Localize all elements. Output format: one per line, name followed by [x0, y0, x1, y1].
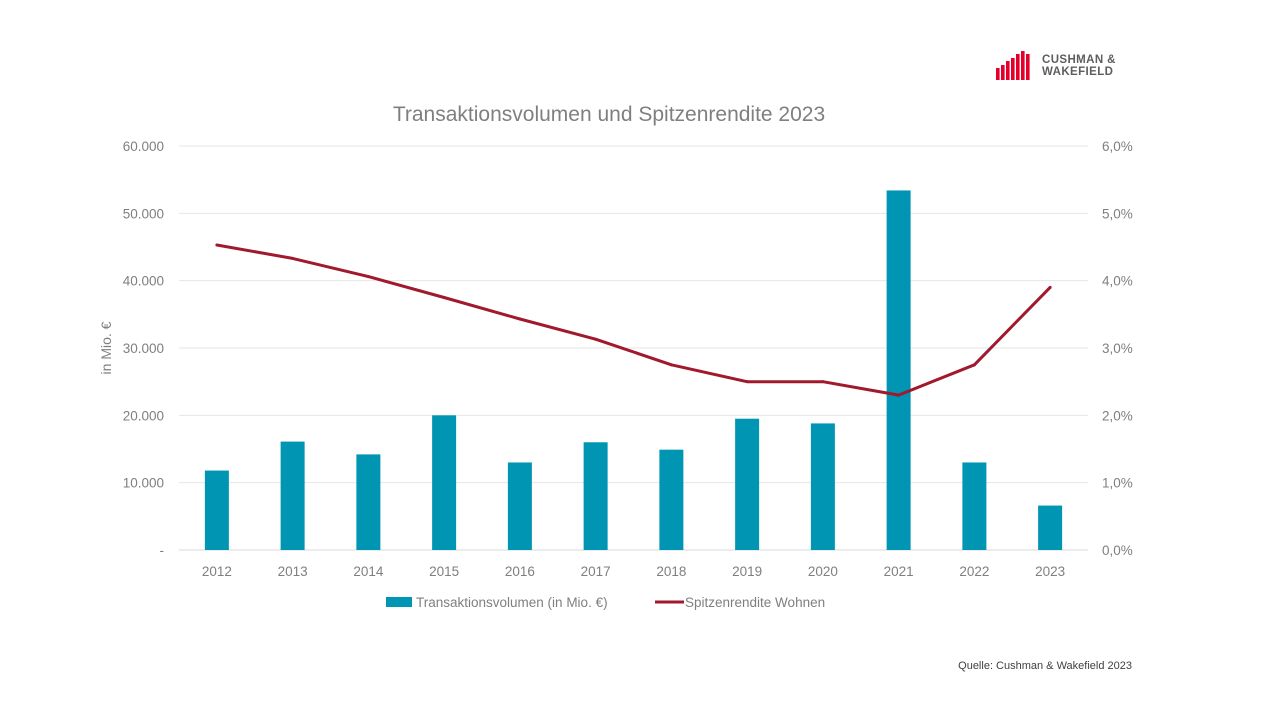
- x-tick-label: 2012: [202, 564, 232, 579]
- y-axis-title: in Mio. €: [98, 321, 114, 374]
- bar-2020: [810, 423, 835, 550]
- line-point-2022: [972, 363, 976, 367]
- right-tick-label: 0,0%: [1102, 543, 1133, 558]
- logo-bars-icon: [996, 51, 1030, 80]
- left-tick-label: 30.000: [123, 341, 164, 356]
- left-tick-label: 50.000: [123, 206, 164, 221]
- logo-text-line2: WAKEFIELD: [1042, 66, 1114, 78]
- x-tick-label: 2014: [353, 564, 384, 579]
- line-point-2016: [518, 317, 522, 321]
- line-point-2017: [594, 337, 598, 341]
- bar-2015: [432, 415, 457, 550]
- right-tick-label: 1,0%: [1102, 476, 1133, 491]
- logo-bar: [1016, 54, 1020, 80]
- bar-2019: [735, 418, 760, 550]
- bar-2021: [886, 190, 911, 550]
- right-tick-label: 3,0%: [1102, 341, 1133, 356]
- legend-label-spitzenrendite: Spitzenrendite Wohnen: [685, 595, 825, 610]
- line-point-2012: [215, 243, 219, 247]
- x-tick-label: 2020: [808, 564, 838, 579]
- logo-bar: [996, 68, 1000, 80]
- right-tick-label: 6,0%: [1102, 139, 1133, 154]
- right-tick-label: 4,0%: [1102, 274, 1133, 289]
- logo-bar: [1026, 54, 1030, 80]
- cushman-wakefield-logo: CUSHMAN & WAKEFIELD: [996, 50, 1136, 80]
- right-tick-label: 2,0%: [1102, 408, 1133, 423]
- line-point-2014: [366, 275, 370, 279]
- left-tick-label: 40.000: [123, 274, 164, 289]
- logo-bar: [1001, 65, 1005, 80]
- left-tick-label: 60.000: [123, 139, 164, 154]
- left-tick-label: -: [160, 543, 165, 558]
- bar-2018: [659, 449, 684, 550]
- legend-swatch-transaktionsvolumen: [386, 597, 412, 607]
- x-tick-label: 2023: [1035, 564, 1065, 579]
- logo-bar: [1011, 58, 1015, 80]
- line-point-2013: [291, 256, 295, 260]
- chart-title: Transaktionsvolumen und Spitzenrendite 2…: [393, 103, 825, 126]
- logo-bar: [1021, 51, 1025, 80]
- line-point-2015: [442, 296, 446, 299]
- x-tick-label: 2017: [581, 564, 611, 579]
- bar-2017: [583, 442, 608, 550]
- source-note: Quelle: Cushman & Wakefield 2023: [958, 660, 1132, 672]
- x-tick-label: 2021: [884, 564, 914, 579]
- logo-text-line1: CUSHMAN &: [1042, 54, 1116, 66]
- bar-2014: [356, 454, 381, 550]
- left-tick-label: 10.000: [123, 476, 164, 491]
- x-tick-label: 2016: [505, 564, 535, 579]
- x-tick-label: 2019: [732, 564, 762, 579]
- x-tick-label: 2018: [656, 564, 686, 579]
- line-point-2019: [745, 380, 749, 384]
- x-tick-label: 2013: [278, 564, 308, 579]
- legend-label-transaktionsvolumen: Transaktionsvolumen (in Mio. €): [416, 595, 608, 610]
- line-point-2021: [897, 393, 901, 397]
- logo-bar: [1006, 61, 1010, 80]
- bar-2022: [962, 462, 987, 550]
- line-point-2023: [1048, 285, 1052, 289]
- left-tick-label: 20.000: [123, 408, 164, 423]
- right-tick-label: 5,0%: [1102, 206, 1133, 221]
- line-point-2018: [669, 363, 673, 367]
- bar-2023: [1038, 505, 1063, 550]
- x-tick-label: 2015: [429, 564, 459, 579]
- x-tick-label: 2022: [959, 564, 989, 579]
- line-point-2020: [821, 380, 825, 384]
- bar-2012: [204, 470, 229, 550]
- bar-2013: [280, 441, 305, 550]
- series-line-spitzenrendite: [216, 243, 1052, 397]
- bar-2016: [507, 462, 532, 550]
